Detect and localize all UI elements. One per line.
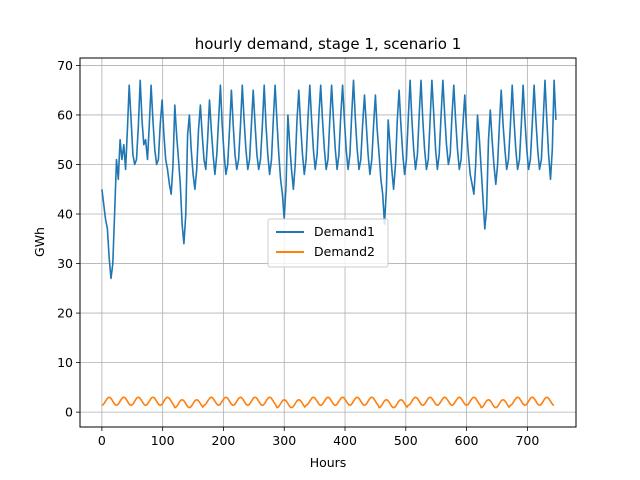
y-axis-label: GWh [32, 227, 47, 257]
legend-label-demand1: Demand1 [314, 224, 375, 239]
x-tick-label: 300 [272, 433, 296, 448]
ticks: 0 100 200 300 400 500 600 700 0 10 20 30 40 50 60 70 [57, 58, 539, 448]
chart-title: hourly demand, stage 1, scenario 1 [195, 35, 462, 53]
y-tick-label: 0 [65, 405, 73, 420]
y-tick-label: 50 [57, 157, 73, 172]
y-tick-label: 40 [57, 207, 73, 222]
x-tick-label: 200 [212, 433, 236, 448]
series-line-demand1 [101, 79, 557, 280]
y-tick-label: 20 [57, 306, 73, 321]
grid [80, 58, 576, 427]
series-layer [101, 79, 557, 409]
x-tick-label: 400 [333, 433, 357, 448]
x-axis-label: Hours [310, 455, 347, 470]
y-tick-label: 30 [57, 256, 73, 271]
y-tick-label: 60 [57, 107, 73, 122]
x-tick-label: 600 [455, 433, 479, 448]
y-tick-label: 10 [57, 355, 73, 370]
x-tick-label: 500 [394, 433, 418, 448]
legend-label-demand2: Demand2 [314, 244, 375, 259]
legend: Demand1 Demand2 [267, 218, 389, 268]
series-line-demand2 [101, 396, 555, 409]
x-tick-label: 700 [515, 433, 539, 448]
plot-frame [79, 57, 577, 428]
x-tick-label: 100 [151, 433, 175, 448]
x-tick-label: 0 [98, 433, 106, 448]
y-tick-label: 70 [57, 58, 73, 73]
